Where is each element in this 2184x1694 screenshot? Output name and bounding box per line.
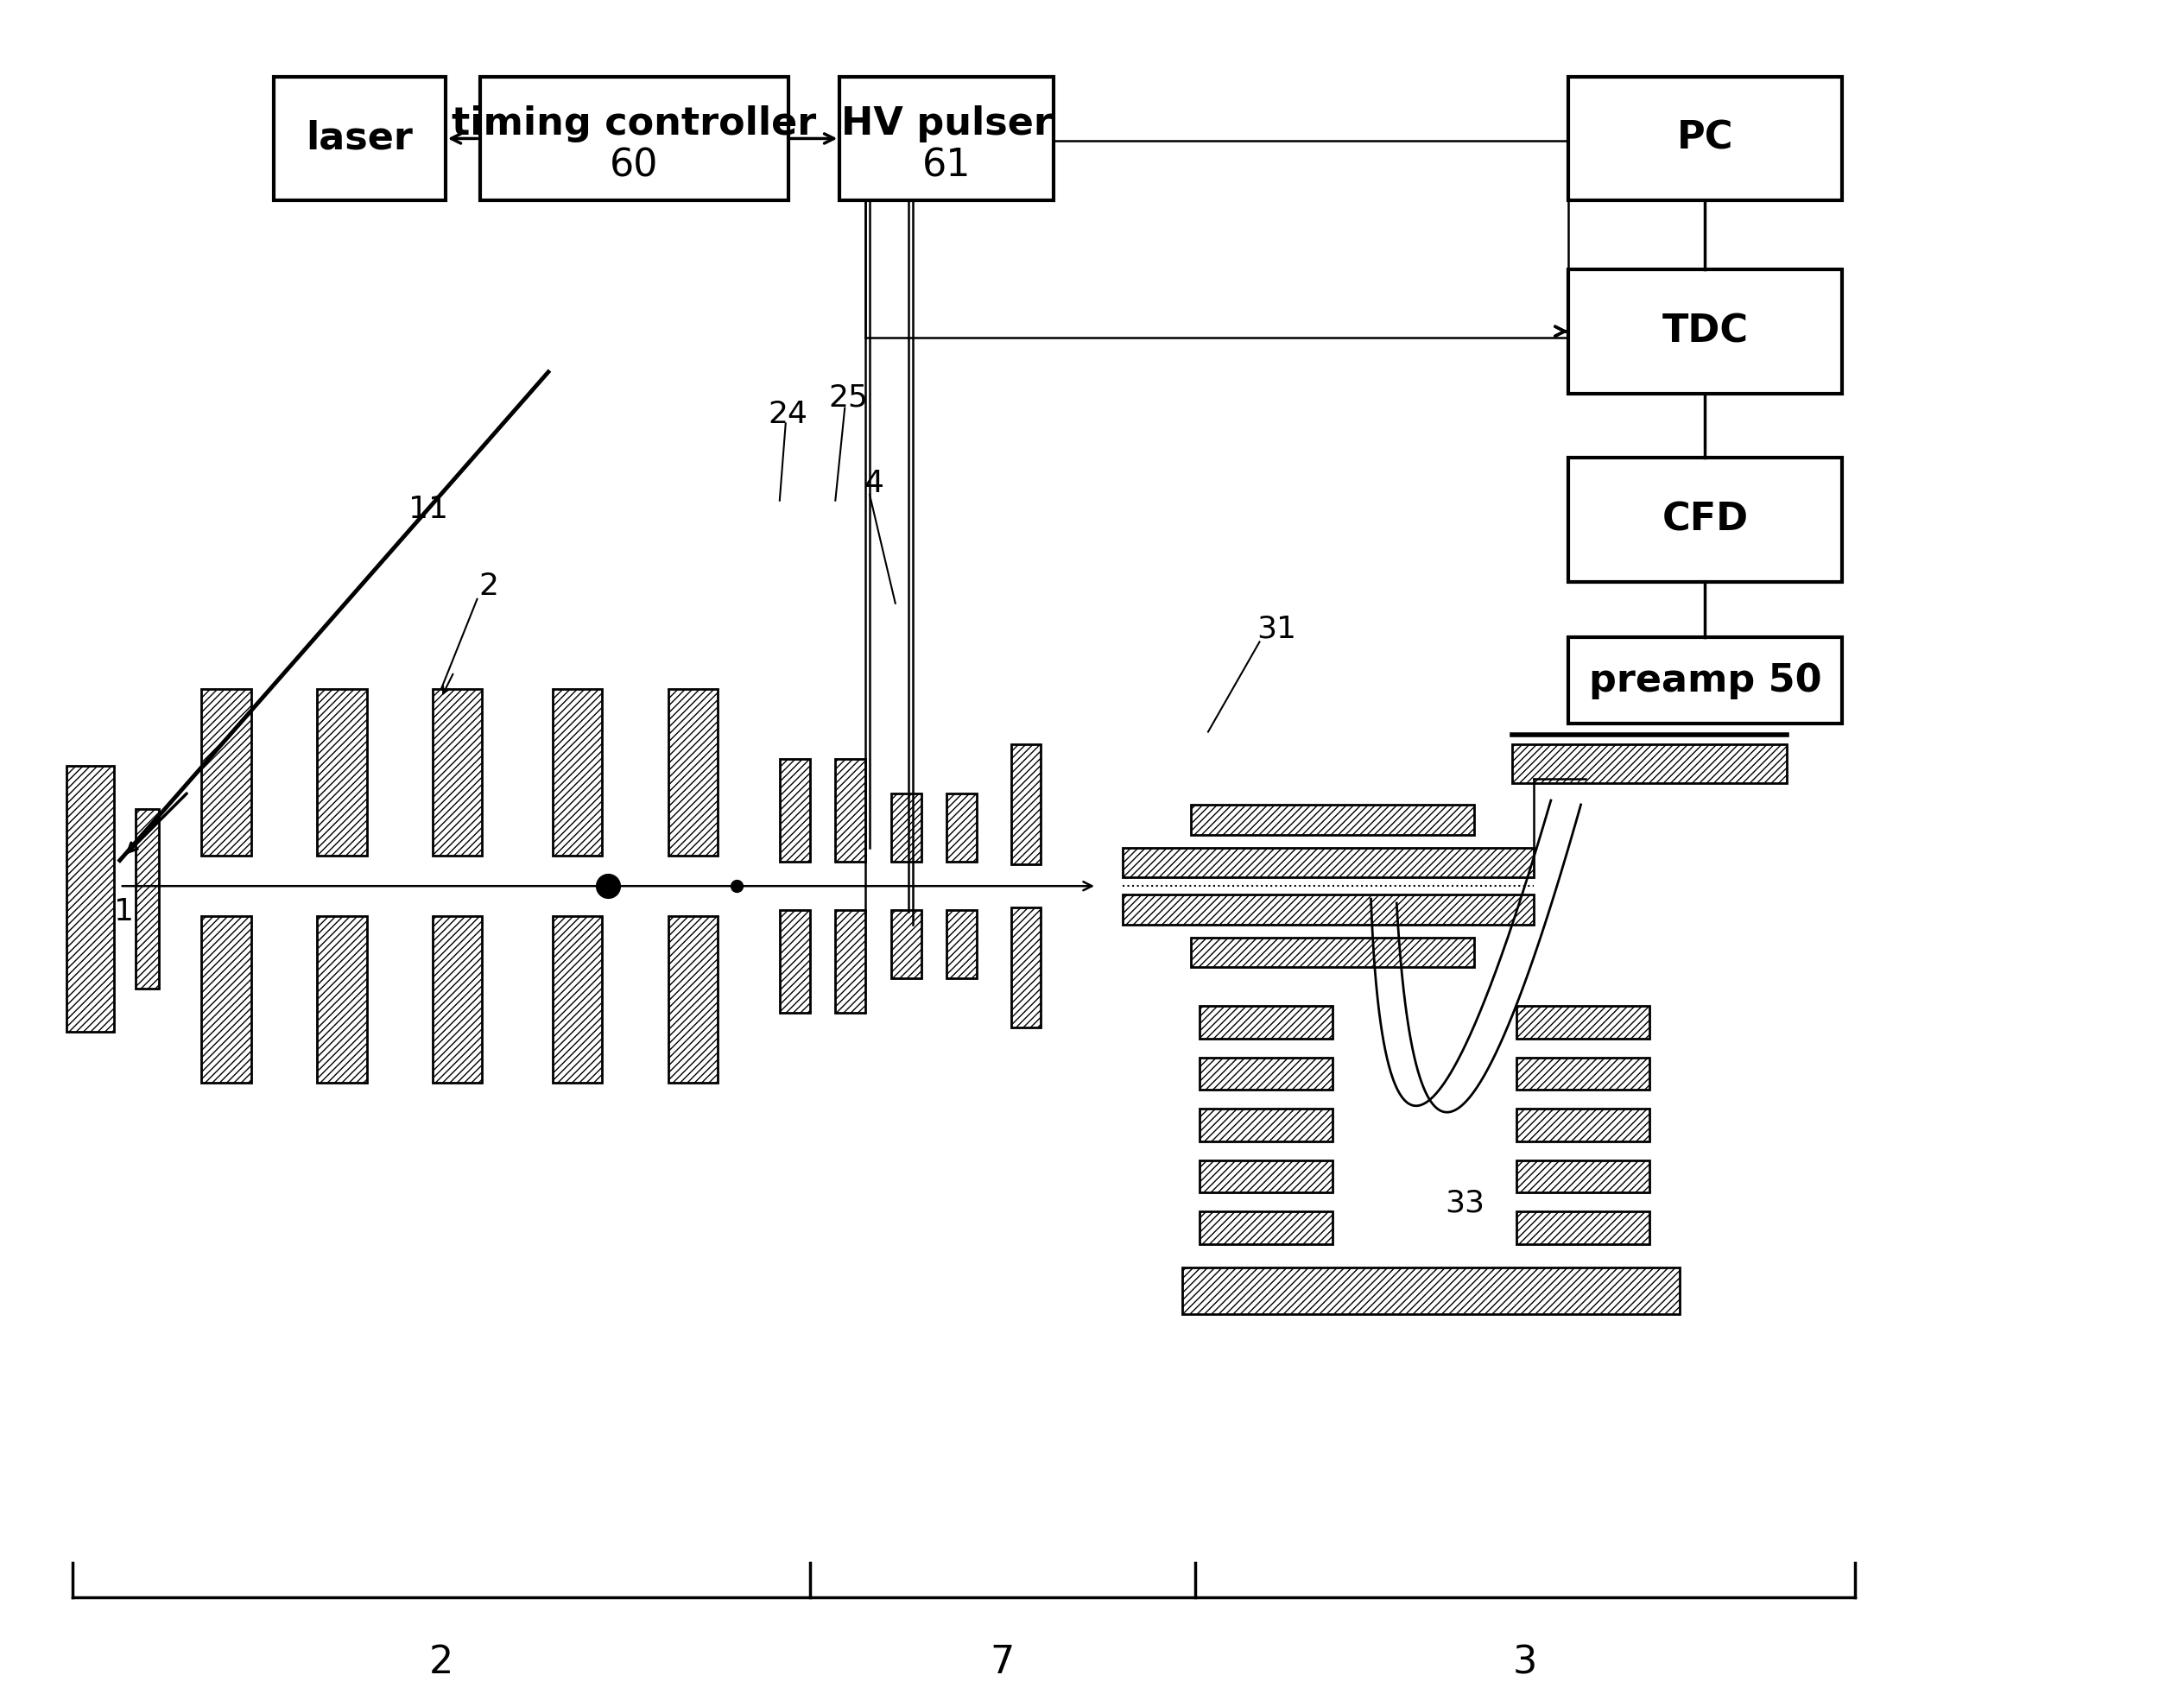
Bar [553, 916, 603, 1082]
Bar [891, 793, 922, 862]
Bar [432, 689, 483, 855]
Bar [1516, 1006, 1649, 1038]
Text: PC: PC [1677, 120, 1734, 158]
Bar [668, 689, 719, 855]
Bar [1511, 745, 1787, 783]
Bar [1199, 1160, 1332, 1193]
Bar [1516, 1057, 1649, 1089]
Bar [1568, 637, 1843, 723]
Text: 61: 61 [922, 147, 972, 185]
Text: 25: 25 [828, 383, 867, 412]
Bar [317, 916, 367, 1082]
Text: preamp 50: preamp 50 [1588, 662, 1821, 700]
Bar [946, 793, 976, 862]
Bar [839, 76, 1055, 200]
Bar [1123, 894, 1533, 925]
Bar [1011, 908, 1042, 1027]
Bar [68, 766, 114, 1032]
Bar [201, 916, 251, 1082]
Bar [135, 810, 159, 989]
Text: 31: 31 [1256, 615, 1297, 644]
Bar [668, 916, 719, 1082]
Text: 33: 33 [1446, 1189, 1485, 1218]
Bar [1568, 76, 1843, 200]
Bar [1568, 457, 1843, 583]
Bar [1516, 1211, 1649, 1243]
Bar [780, 759, 810, 862]
Text: laser: laser [306, 120, 413, 158]
Bar [834, 759, 865, 862]
Bar [1568, 269, 1843, 393]
Bar [1190, 937, 1474, 967]
Bar [1199, 1110, 1332, 1142]
Bar [273, 76, 446, 200]
Text: 60: 60 [609, 147, 657, 185]
Bar [1199, 1006, 1332, 1038]
Text: 2: 2 [428, 1645, 454, 1682]
Bar [201, 689, 251, 855]
Text: 2: 2 [478, 571, 498, 601]
Text: 4: 4 [865, 469, 885, 498]
Text: 7: 7 [989, 1645, 1016, 1682]
Bar [1011, 745, 1042, 864]
Text: 24: 24 [769, 400, 808, 430]
Bar [1516, 1110, 1649, 1142]
Text: CFD: CFD [1662, 501, 1749, 539]
Bar [432, 916, 483, 1082]
Text: 1: 1 [114, 898, 133, 927]
Bar [834, 910, 865, 1013]
Bar [946, 910, 976, 979]
Bar [891, 910, 922, 979]
Bar [1182, 1267, 1679, 1315]
Text: timing controller: timing controller [452, 105, 817, 142]
Bar [1199, 1057, 1332, 1089]
Bar [780, 910, 810, 1013]
Text: HV pulser: HV pulser [841, 105, 1053, 142]
Text: TDC: TDC [1662, 313, 1749, 351]
Bar [1516, 1160, 1649, 1193]
Bar [553, 689, 603, 855]
Bar [480, 76, 788, 200]
Text: 3: 3 [1514, 1645, 1538, 1682]
Text: 11: 11 [408, 495, 448, 523]
Bar [1199, 1211, 1332, 1243]
Bar [1123, 847, 1533, 877]
Bar [1190, 805, 1474, 835]
Bar [317, 689, 367, 855]
